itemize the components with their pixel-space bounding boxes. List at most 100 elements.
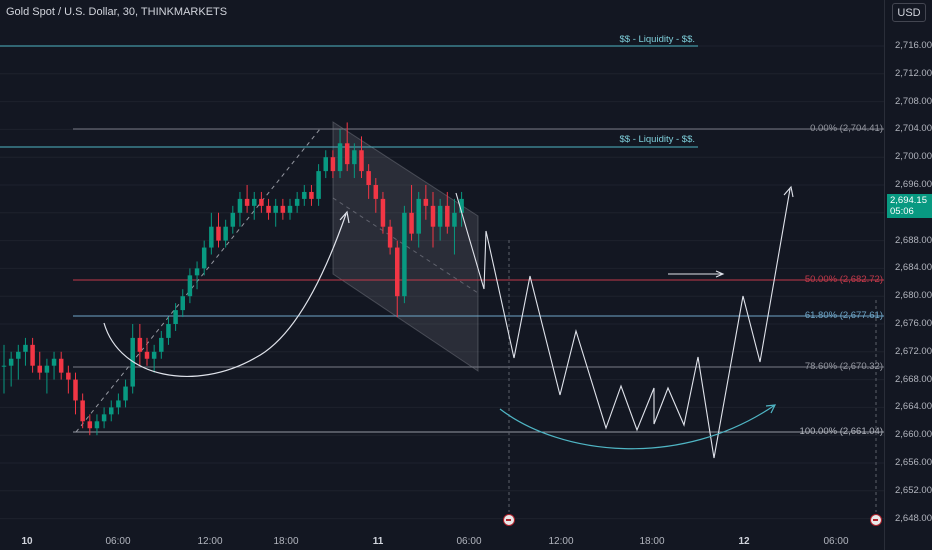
economic-event-icon[interactable] — [503, 514, 515, 526]
price-tick-label: 2,700.00 — [895, 151, 932, 163]
time-tick-label: 18:00 — [639, 536, 665, 547]
accumulation-arc[interactable] — [499, 404, 776, 450]
projection-arrow-head — [783, 185, 794, 198]
candle — [16, 344, 21, 380]
candle — [459, 191, 464, 227]
candle-body — [273, 205, 278, 213]
candle-body — [209, 226, 214, 248]
candle-body — [1, 365, 7, 367]
currency-button[interactable]: USD — [892, 3, 926, 22]
accumulation-arc-head — [765, 404, 777, 414]
candle-body — [194, 268, 200, 276]
price-tick-label: 2,696.00 — [895, 179, 932, 190]
candle-body — [137, 337, 143, 352]
candle-body — [8, 358, 14, 366]
price-tick-label: 2,656.00 — [895, 457, 932, 468]
curved-arrow-white[interactable] — [103, 213, 347, 377]
time-tick-label: 12:00 — [197, 536, 223, 547]
candle-body — [37, 365, 42, 373]
candle-body — [223, 226, 228, 241]
candle — [330, 150, 336, 179]
candle-body — [373, 185, 379, 199]
candle — [58, 351, 64, 380]
candle — [8, 351, 14, 387]
candle-body — [259, 198, 264, 206]
candle — [230, 205, 236, 234]
symbol-title[interactable]: Gold Spot / U.S. Dollar, 30, THINKMARKET… — [6, 6, 228, 18]
price-tick-label: 2,648.00 — [895, 512, 932, 524]
candle-body — [130, 337, 135, 387]
candle-body — [416, 198, 421, 234]
candle — [173, 303, 178, 331]
candle-body — [173, 310, 178, 324]
price-tick-label: 2,688.00 — [895, 234, 932, 246]
candle-body — [23, 344, 28, 352]
candle-body — [123, 386, 128, 401]
candle-body — [30, 344, 35, 366]
candle — [237, 191, 243, 227]
candle — [302, 185, 307, 206]
candle-body — [459, 198, 464, 213]
candle-body — [452, 212, 457, 227]
candle-body — [430, 205, 436, 227]
candle-body — [330, 157, 336, 172]
time-tick-label: 10 — [21, 536, 33, 547]
candle — [259, 191, 264, 213]
candle — [316, 164, 321, 206]
candle-body — [252, 198, 257, 206]
candle-body — [309, 191, 314, 199]
candle-body — [180, 296, 185, 311]
candle — [187, 268, 193, 304]
fib-label-786: 78.60% (2,670.32) — [804, 361, 883, 372]
candle — [201, 240, 207, 276]
candle-body — [266, 205, 271, 213]
candle — [287, 198, 293, 220]
drawing-layer-back — [0, 45, 884, 512]
candle — [37, 351, 42, 380]
candle-body — [109, 407, 114, 415]
fib-label-0: 0.00% (2,704.41) — [810, 123, 883, 134]
candle — [452, 198, 457, 255]
candle — [395, 240, 400, 318]
economic-event-icon[interactable] — [870, 514, 882, 526]
candle-body — [237, 198, 243, 213]
horizontal-arrow-head — [715, 270, 725, 278]
candle — [380, 191, 386, 234]
channel-midline — [332, 197, 479, 294]
candle — [416, 191, 421, 248]
price-tick-label: 2,668.00 — [895, 373, 932, 385]
candle — [344, 122, 350, 172]
candle — [209, 212, 214, 255]
candle — [430, 191, 436, 248]
time-tick-label: 18:00 — [273, 536, 299, 547]
candle-body — [94, 421, 100, 429]
price-tick-label: 2,676.00 — [895, 318, 932, 329]
bar-countdown: 05:06 — [890, 206, 914, 217]
candle-body — [16, 351, 21, 359]
time-tick-label: 12 — [738, 536, 750, 547]
price-tick-label: 2,704.00 — [895, 123, 932, 135]
candle — [80, 393, 85, 429]
candle — [280, 198, 286, 220]
candle-body — [287, 205, 293, 213]
fib-label-50: 50.00% (2,682.72) — [804, 274, 883, 285]
candle — [337, 129, 343, 179]
fib-trendline[interactable] — [75, 128, 321, 433]
fib-label-618: 61.80% (2,677.61) — [804, 310, 883, 321]
candle-body — [423, 198, 429, 206]
candle — [309, 185, 314, 206]
candle-body — [144, 351, 150, 359]
projection-path[interactable] — [455, 188, 791, 459]
candle — [437, 198, 443, 241]
candle — [130, 324, 135, 394]
price-axis[interactable]: 2,716.00 2,712.00 2,708.00 2,704.00 2,700.00… — [884, 0, 932, 550]
candle — [445, 191, 450, 234]
candle-body — [44, 365, 50, 373]
drawing-layer-front — [103, 185, 794, 459]
price-tick-label: 2,672.00 — [895, 345, 932, 357]
time-tick-label: 06:00 — [823, 536, 849, 547]
candle — [294, 191, 300, 213]
candle — [44, 358, 50, 394]
candle-body — [216, 226, 221, 241]
